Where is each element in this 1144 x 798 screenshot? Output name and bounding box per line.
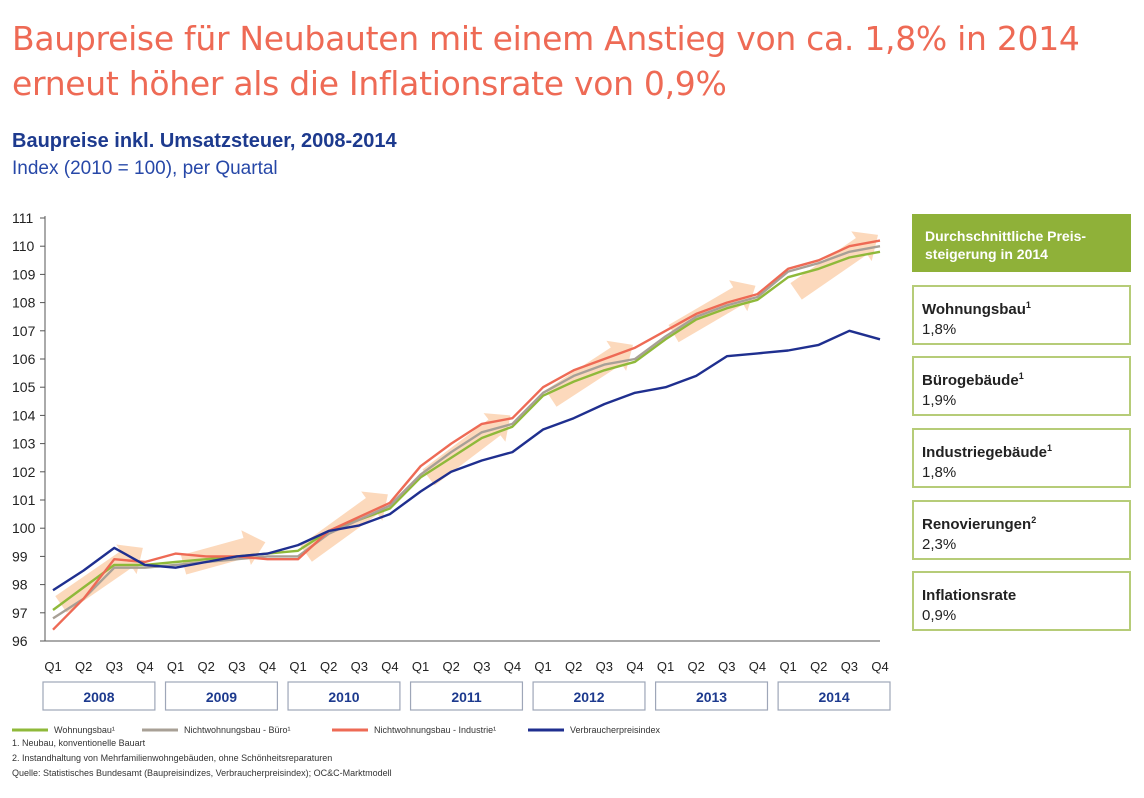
x-tick-label: Q3 — [228, 659, 245, 674]
series-line — [52, 329, 881, 592]
stat-value: 1,8% — [922, 321, 957, 338]
year-label: 2013 — [696, 689, 727, 705]
y-tick-label: 108 — [12, 295, 36, 311]
stat-box-industriegebaeude: Industriegebäude1 1,8% — [912, 428, 1131, 488]
headline: Baupreise für Neubauten mit einem Anstie… — [12, 19, 1080, 103]
x-tick-label: Q2 — [565, 659, 582, 674]
year-box — [409, 681, 524, 711]
x-tick-label: Q1 — [44, 659, 61, 674]
stat-footnote-mark: 1 — [1047, 443, 1053, 453]
stat-label: Industriegebäude — [922, 444, 1048, 461]
x-tick-label: Q1 — [167, 659, 184, 674]
y-tick-label: 109 — [12, 266, 36, 282]
legend-label: Wohnungsbau¹ — [54, 725, 115, 735]
x-tick-label: Q1 — [289, 659, 306, 674]
x-tick-label: Q2 — [443, 659, 460, 674]
x-tick-label: Q2 — [320, 659, 337, 674]
x-tick-label: Q4 — [504, 659, 521, 674]
year-box — [164, 681, 279, 711]
x-tick-label: Q1 — [779, 659, 796, 674]
y-tick-label: 111 — [12, 210, 33, 226]
stat-label: Bürogebäude — [922, 372, 1019, 389]
y-tick-label: 97 — [12, 605, 28, 621]
y-tick-label: 101 — [12, 492, 36, 508]
series-line — [52, 245, 881, 620]
y-tick-label: 110 — [12, 238, 35, 254]
trend-arrow — [545, 340, 633, 407]
stat-value: 2,3% — [922, 536, 957, 553]
x-tick-label: Q4 — [259, 659, 276, 674]
y-tick-label: 104 — [12, 407, 36, 423]
x-tick-label: Q4 — [136, 659, 153, 674]
x-tick-label: Q3 — [718, 659, 735, 674]
footnotes: 1. Neubau, konventionelle Bauart 2. Inst… — [12, 736, 392, 781]
stat-label: Wohnungsbau — [922, 301, 1026, 318]
y-tick-label: 107 — [12, 323, 36, 339]
y-tick-label: 103 — [12, 436, 36, 452]
year-box — [287, 681, 401, 711]
year-box — [42, 681, 156, 711]
year-box — [777, 681, 891, 711]
stat-box-wohnungsbau: Wohnungsbau1 1,8% — [912, 285, 1131, 345]
legend-label: Verbraucherpreisindex — [570, 725, 661, 735]
year-box — [532, 681, 646, 711]
x-tick-label: Q1 — [534, 659, 551, 674]
y-tick-label: 96 — [12, 633, 28, 649]
footnote-1: 1. Neubau, konventionelle Bauart — [12, 738, 146, 748]
x-tick-label: Q4 — [626, 659, 643, 674]
x-tick-label: Q3 — [473, 659, 490, 674]
stat-label: Inflationsrate — [922, 587, 1017, 604]
stat-box-renovierungen: Renovierungen2 2,3% — [912, 500, 1131, 560]
sidebar-header: Durchschnittliche Preis-steigerung in 20… — [912, 214, 1131, 272]
stat-label: Renovierungen — [922, 516, 1032, 533]
x-tick-label: Q2 — [197, 659, 214, 674]
x-tick-label: Q3 — [106, 659, 123, 674]
source-note: Quelle: Statistisches Bundesamt (Bauprei… — [12, 768, 392, 778]
legend-label: Nichtwohnungsbau - Industrie¹ — [374, 725, 496, 735]
x-tick-label: Q4 — [381, 659, 398, 674]
x-tick-label: Q3 — [841, 659, 858, 674]
year-label: 2012 — [573, 689, 604, 705]
x-tick-label: Q2 — [75, 659, 92, 674]
year-label: 2010 — [328, 689, 359, 705]
trend-arrow — [790, 231, 878, 300]
y-tick-label: 100 — [12, 520, 36, 536]
year-label: 2014 — [818, 689, 849, 705]
year-label: 2008 — [83, 689, 114, 705]
trend-arrow — [180, 530, 266, 575]
y-tick-label: 105 — [12, 379, 36, 395]
series-line — [52, 250, 881, 611]
y-tick-label: 99 — [12, 548, 28, 564]
year-label: 2011 — [451, 689, 482, 705]
x-tick-label: Q4 — [749, 659, 766, 674]
series-line — [52, 239, 881, 631]
x-tick-label: Q4 — [871, 659, 888, 674]
x-tick-label: Q2 — [810, 659, 827, 674]
stat-value: 0,9% — [922, 607, 957, 624]
line-chart: 96 97 98 99 100 101 102 103 104 105 106 107 108 109 11… — [12, 210, 891, 735]
chart-subtitle: Index (2010 = 100), per Quartal — [12, 158, 278, 179]
legend-label: Nichtwohnungsbau - Büro¹ — [184, 725, 291, 735]
y-tick-label: 102 — [12, 464, 36, 480]
x-tick-label: Q1 — [657, 659, 674, 674]
stat-box-buerogebaeude: Bürogebäude1 1,9% — [912, 356, 1131, 416]
x-tick-label: Q1 — [412, 659, 429, 674]
y-tick-label: 98 — [12, 577, 28, 593]
footnote-2: 2. Instandhaltung von Mehrfamilienwohnge… — [12, 753, 333, 763]
year-box — [654, 681, 769, 711]
stat-footnote-mark: 1 — [1025, 300, 1031, 310]
y-tick-label: 106 — [12, 351, 36, 367]
stat-box-inflationsrate: Inflationsrate 0,9% — [912, 571, 1131, 631]
year-label: 2009 — [206, 689, 237, 705]
x-tick-label: Q3 — [351, 659, 368, 674]
sidebar-header-text: Durchschnittliche Preis-steigerung in 20… — [925, 228, 1087, 262]
stat-footnote-mark: 1 — [1018, 371, 1024, 381]
stat-footnote-mark: 2 — [1031, 515, 1037, 525]
stat-value: 1,8% — [922, 464, 957, 481]
chart-title: Baupreise inkl. Umsatzsteuer, 2008-2014 — [12, 130, 397, 152]
x-tick-label: Q2 — [688, 659, 705, 674]
stat-value: 1,9% — [922, 392, 957, 409]
x-tick-label: Q3 — [596, 659, 613, 674]
